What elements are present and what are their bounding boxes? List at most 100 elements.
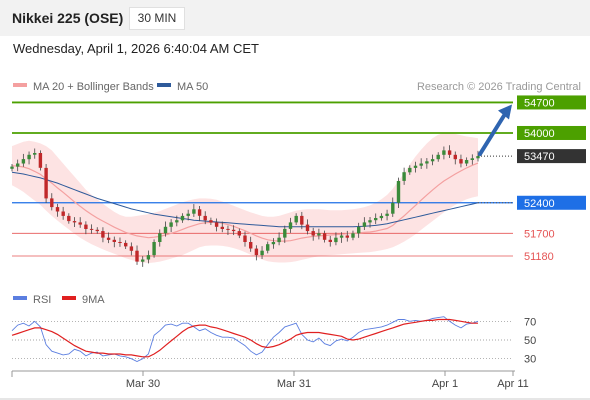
- level-label-53470: 53470: [524, 151, 555, 163]
- candle-body: [61, 211, 65, 216]
- candle-body: [226, 228, 230, 230]
- legend-label: MA 20 + Bollinger Bands: [33, 81, 154, 93]
- candle-body: [163, 226, 168, 234]
- candle-body: [459, 159, 463, 164]
- x-tick-label: Mar 31: [277, 378, 311, 390]
- candle-body: [368, 220, 372, 223]
- candle-body: [419, 163, 423, 166]
- instrument-title: Nikkei 225 (OSE): [12, 10, 124, 26]
- x-tick-label: Mar 30: [126, 378, 160, 390]
- candle-body: [146, 255, 151, 260]
- candle-body: [385, 213, 389, 216]
- candle-body: [447, 150, 452, 155]
- candle-body: [135, 250, 139, 262]
- candle-body: [175, 220, 179, 223]
- rsi-tick: 50: [524, 335, 536, 347]
- candle-body: [391, 202, 395, 214]
- candle-body: [322, 233, 327, 240]
- candle-body: [21, 159, 26, 164]
- level-tag-54700: [517, 95, 586, 110]
- legend-swatch: [13, 296, 27, 300]
- candle-body: [283, 228, 287, 238]
- level-tag-54000: [517, 125, 586, 140]
- candle-body: [271, 242, 276, 245]
- candle-body: [129, 246, 134, 251]
- candle-body: [118, 242, 122, 243]
- candle-body: [374, 218, 378, 221]
- candle-body: [214, 222, 219, 227]
- rsi-tick: 70: [524, 316, 536, 328]
- candle-body: [339, 235, 344, 238]
- level-label-54000: 54000: [524, 128, 555, 140]
- candle-body: [408, 167, 412, 173]
- candle-body: [254, 248, 259, 256]
- level-label-51180: 51180: [524, 251, 554, 263]
- candle-body: [84, 224, 88, 229]
- candle-body: [362, 222, 367, 227]
- chart-header: Nikkei 225 (OSE) 30 MIN: [0, 0, 590, 36]
- level-label-52400: 52400: [524, 198, 555, 210]
- x-tick-label: Apr 11: [497, 378, 529, 390]
- candle-body: [351, 233, 355, 238]
- level-label-51700: 51700: [524, 228, 555, 240]
- legend-label: 9MA: [82, 294, 105, 306]
- candle-body: [169, 222, 173, 227]
- candle-body: [453, 154, 457, 160]
- legend-label: RSI: [33, 294, 51, 306]
- candle-body: [44, 167, 48, 199]
- candle-body: [317, 233, 321, 236]
- candle-body: [464, 160, 469, 164]
- candle-body: [89, 228, 94, 230]
- ma20-line: [11, 162, 479, 242]
- candle-body: [402, 172, 406, 181]
- legend-swatch: [62, 296, 76, 300]
- rsi-tick: 30: [524, 354, 536, 366]
- candle-body: [277, 237, 281, 243]
- ma50-line: [11, 171, 479, 228]
- candle-body: [124, 242, 128, 247]
- candle-body: [442, 150, 446, 155]
- candle-body: [249, 242, 253, 249]
- candle-body: [220, 226, 224, 229]
- candle-body: [55, 207, 60, 212]
- candle-body: [430, 159, 435, 162]
- candle-body: [209, 220, 213, 223]
- candle-body: [470, 158, 474, 160]
- candle-body: [300, 215, 304, 225]
- level-tag-53470: [517, 149, 586, 164]
- candle-body: [379, 215, 384, 219]
- credit-text: Research © 2026 Trading Central: [417, 81, 581, 93]
- candle-body: [67, 215, 71, 222]
- candle-body: [101, 231, 105, 238]
- candle-body: [396, 181, 401, 203]
- series-9ma-line: [11, 318, 478, 358]
- candle-body: [186, 213, 190, 216]
- candle-body: [311, 231, 315, 236]
- candle-body: [294, 215, 298, 223]
- candle-body: [112, 239, 116, 242]
- series-rsi-line: [11, 316, 479, 363]
- candle-body: [231, 229, 236, 232]
- legend-label: MA 50: [177, 81, 208, 93]
- candle-body: [260, 250, 264, 256]
- candle-body: [180, 215, 185, 221]
- candle-body: [197, 209, 202, 216]
- projection-arrow: [478, 110, 508, 157]
- x-tick-label: Apr 1: [432, 378, 458, 390]
- candle-body: [288, 222, 293, 229]
- candle-body: [50, 198, 54, 208]
- candle-body: [27, 154, 31, 160]
- candle-body: [266, 244, 270, 251]
- candle-body: [413, 165, 418, 168]
- timeframe-badge[interactable]: 30 MIN: [129, 7, 185, 30]
- candle-body: [243, 235, 247, 242]
- candle-body: [38, 153, 43, 168]
- bottom-border: [0, 398, 590, 400]
- candle-body: [425, 161, 429, 164]
- legend-swatch: [157, 83, 171, 87]
- candle-body: [10, 166, 14, 169]
- candle-body: [106, 237, 111, 240]
- candle-body: [345, 235, 349, 238]
- candle-body: [436, 154, 440, 160]
